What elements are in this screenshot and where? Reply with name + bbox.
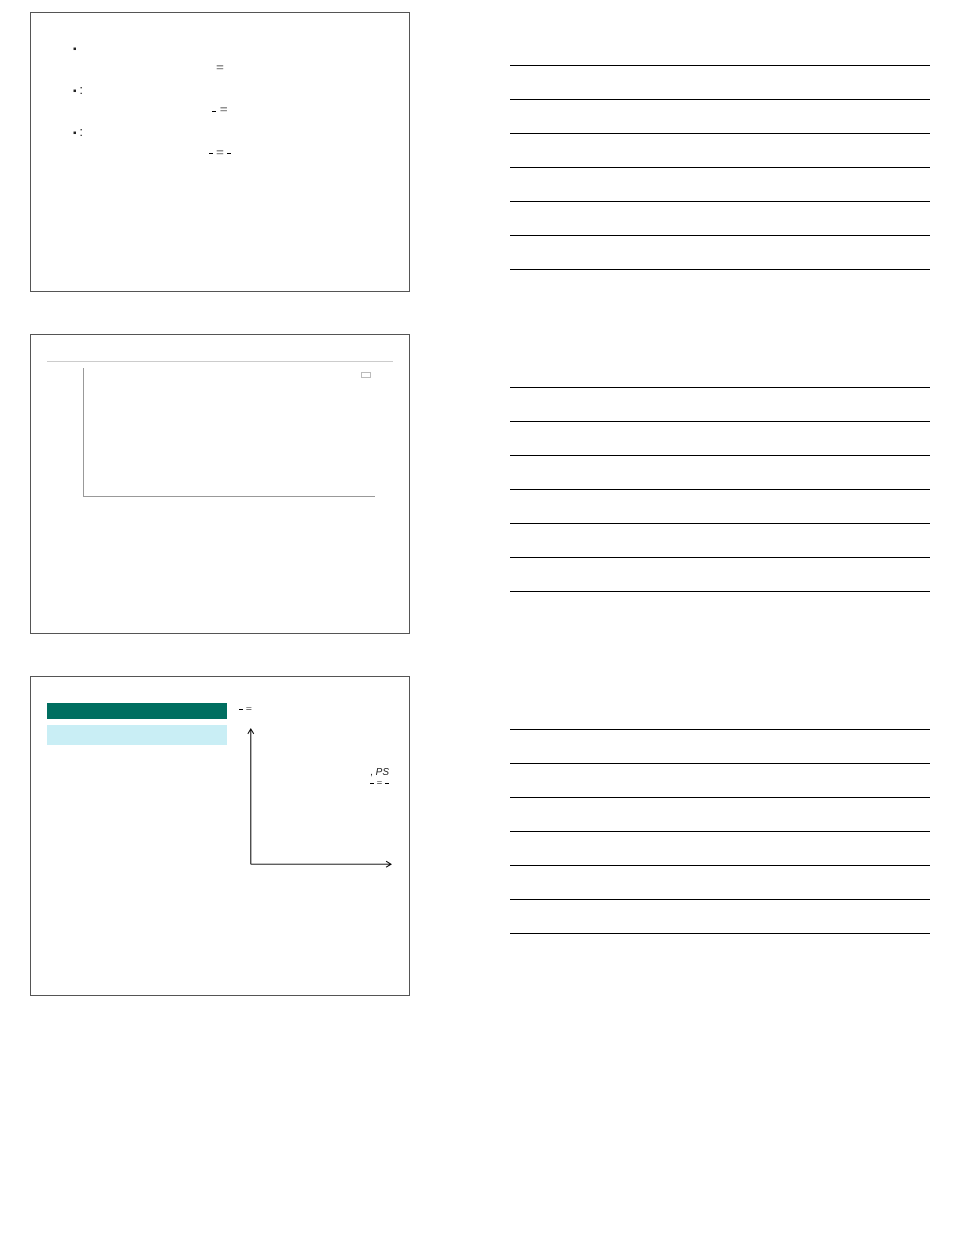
slide1-bullet3: : — [47, 123, 393, 141]
row-2 — [0, 322, 960, 664]
ps-nl — [370, 783, 374, 784]
row-3: = — [0, 664, 960, 1026]
slide1-bullet1 — [47, 39, 393, 57]
eq-lnum — [239, 709, 243, 710]
note-line — [510, 866, 930, 900]
slide1-eq1: = — [47, 61, 393, 77]
note-line — [510, 798, 930, 832]
slide-2 — [30, 334, 410, 634]
note-line — [510, 354, 930, 388]
chart3-svg — [235, 715, 393, 885]
greenbox — [47, 703, 227, 719]
note-line — [510, 168, 930, 202]
note-line — [510, 66, 930, 100]
eq2-num — [212, 111, 216, 112]
note-line — [510, 524, 930, 558]
note-line — [510, 900, 930, 934]
slide3-chart: = — [235, 703, 393, 888]
eq3-num — [209, 153, 213, 154]
note-line — [510, 490, 930, 524]
note-line — [510, 422, 930, 456]
bluebox — [47, 725, 227, 745]
slide1-bullet2: : — [47, 81, 393, 99]
note-line — [510, 730, 930, 764]
ps-label: , PS = — [370, 767, 389, 789]
note-line — [510, 456, 930, 490]
notes-col-2 — [470, 334, 930, 634]
row-1: = : = : = — [0, 0, 960, 322]
note-line — [510, 832, 930, 866]
chart3-eq: = — [235, 703, 393, 715]
eq3-rnum — [227, 153, 231, 154]
note-line — [510, 100, 930, 134]
slide3-body: = — [47, 703, 393, 888]
note-line — [510, 236, 930, 270]
note-line — [510, 388, 930, 422]
note-line — [510, 32, 930, 66]
slide3-left — [47, 703, 227, 888]
note-line — [510, 202, 930, 236]
chart-svg — [84, 368, 375, 496]
slide-3: = — [30, 676, 410, 996]
notes-col-1 — [470, 12, 930, 292]
note-line — [510, 764, 930, 798]
slide1-eq2: = — [47, 103, 393, 119]
slide2-chart — [47, 361, 393, 551]
slide-1: = : = : = — [30, 12, 410, 292]
note-line — [510, 134, 930, 168]
slide1-eq3: = — [47, 146, 393, 162]
note-line — [510, 558, 930, 592]
chart-axes — [83, 368, 375, 497]
note-line — [510, 696, 930, 730]
notes-col-3 — [470, 676, 930, 996]
ps-nr — [385, 783, 389, 784]
